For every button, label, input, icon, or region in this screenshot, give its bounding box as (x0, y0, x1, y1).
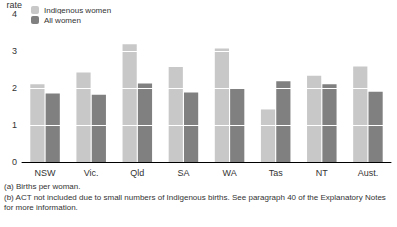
svg-text:3: 3 (12, 46, 17, 56)
svg-text:2: 2 (12, 83, 17, 93)
svg-text:NT: NT (316, 168, 328, 178)
svg-text:for more information.: for more information. (4, 203, 78, 212)
svg-text:All women: All women (44, 16, 81, 25)
svg-text:SA: SA (177, 168, 189, 178)
svg-text:Indigenous women: Indigenous women (44, 6, 111, 15)
svg-text:4: 4 (12, 9, 17, 19)
svg-text:Qld: Qld (130, 168, 144, 178)
svg-text:WA: WA (222, 168, 236, 178)
svg-text:(a) Births per woman.: (a) Births per woman. (4, 182, 80, 191)
svg-text:(b) ACT not included due to sm: (b) ACT not included due to small number… (4, 193, 388, 202)
svg-text:1: 1 (12, 120, 17, 130)
svg-text:NSW: NSW (35, 168, 57, 178)
svg-text:rate: rate (6, 0, 22, 11)
svg-text:Tas: Tas (269, 168, 284, 178)
svg-text:0: 0 (12, 157, 17, 167)
svg-text:Aust.: Aust. (358, 168, 379, 178)
svg-text:Vic.: Vic. (84, 168, 99, 178)
